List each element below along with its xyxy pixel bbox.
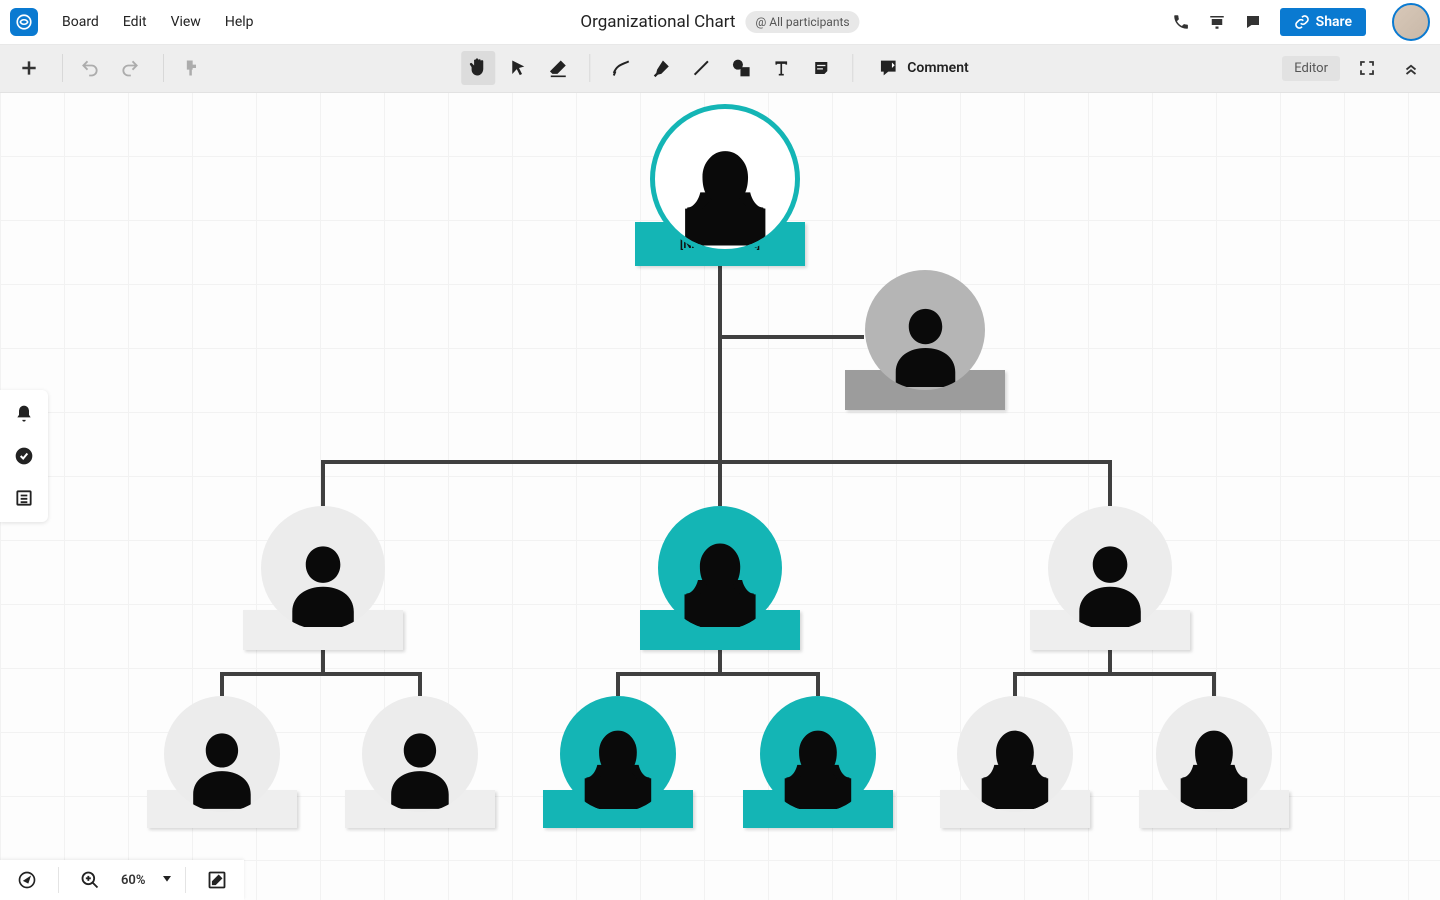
editor-mode-pill[interactable]: Editor [1282,56,1340,81]
org-node[interactable] [650,104,800,254]
comment-icon [877,57,899,79]
menu-edit[interactable]: Edit [113,10,157,34]
add-button[interactable] [12,51,46,85]
toolbar-right: Editor [1282,51,1428,85]
side-panel [0,390,48,522]
menu-board[interactable]: Board [52,10,109,34]
org-node[interactable] [1156,696,1272,812]
participants-pill[interactable]: @ All participants [746,11,860,33]
org-node[interactable] [865,270,985,390]
present-icon[interactable] [1208,13,1226,31]
comment-label: Comment [907,60,968,76]
text-tool[interactable] [764,51,798,85]
divider [185,867,186,893]
shape-tool[interactable] [724,51,758,85]
topbar-right: Share [1172,3,1430,41]
org-node[interactable] [261,506,385,630]
list-icon[interactable] [14,488,34,508]
org-node[interactable] [362,696,478,812]
org-node[interactable] [760,696,876,812]
menu-help[interactable]: Help [215,10,264,34]
divider [58,867,59,893]
navigator-icon[interactable] [10,863,44,897]
share-label: Share [1316,14,1352,30]
org-node[interactable] [658,506,782,630]
eraser-tool[interactable] [541,51,575,85]
comment-button[interactable]: Comment [867,57,978,79]
title-area: Organizational Chart @ All participants [580,11,859,33]
notifications-icon[interactable] [14,404,34,424]
menubar: Board Edit View Help Organizational Char… [0,0,1440,45]
marker-tool[interactable] [644,51,678,85]
zoom-icon[interactable] [73,863,107,897]
share-button[interactable]: Share [1280,8,1366,36]
hand-tool[interactable] [461,51,495,85]
collapse-button[interactable] [1394,51,1428,85]
link-icon [1294,14,1310,30]
org-node[interactable] [957,696,1073,812]
bottom-bar: 60% [0,860,244,900]
toolbar: Comment Editor [0,44,1440,93]
line-tool[interactable] [684,51,718,85]
zoom-level[interactable]: 60% [121,873,145,888]
org-node[interactable] [560,696,676,812]
org-node[interactable] [1048,506,1172,630]
menu-view[interactable]: View [161,10,211,34]
redo-button[interactable] [113,51,147,85]
format-painter-button[interactable] [174,51,208,85]
document-title[interactable]: Organizational Chart [580,12,735,32]
menu-list: Board Edit View Help [52,10,264,34]
chat-icon[interactable] [1244,13,1262,31]
select-tool[interactable] [501,51,535,85]
edit-icon[interactable] [200,863,234,897]
divider [852,54,853,82]
logo-icon [15,13,33,31]
toolbar-history [73,51,174,85]
toolbar-format [174,51,208,85]
zoom-dropdown-icon[interactable] [163,876,171,884]
toolbar-left [12,51,73,85]
phone-icon[interactable] [1172,13,1190,31]
divider [589,54,590,82]
pen-tool[interactable] [604,51,638,85]
org-node[interactable] [164,696,280,812]
org-chart: [NAME / ROLE] [0,92,1440,900]
user-avatar[interactable] [1392,3,1430,41]
toolbar-center: Comment [461,51,978,85]
fullscreen-button[interactable] [1350,51,1384,85]
approve-icon[interactable] [14,446,34,466]
undo-button[interactable] [73,51,107,85]
sticky-note-tool[interactable] [804,51,838,85]
app-logo[interactable] [10,8,38,36]
